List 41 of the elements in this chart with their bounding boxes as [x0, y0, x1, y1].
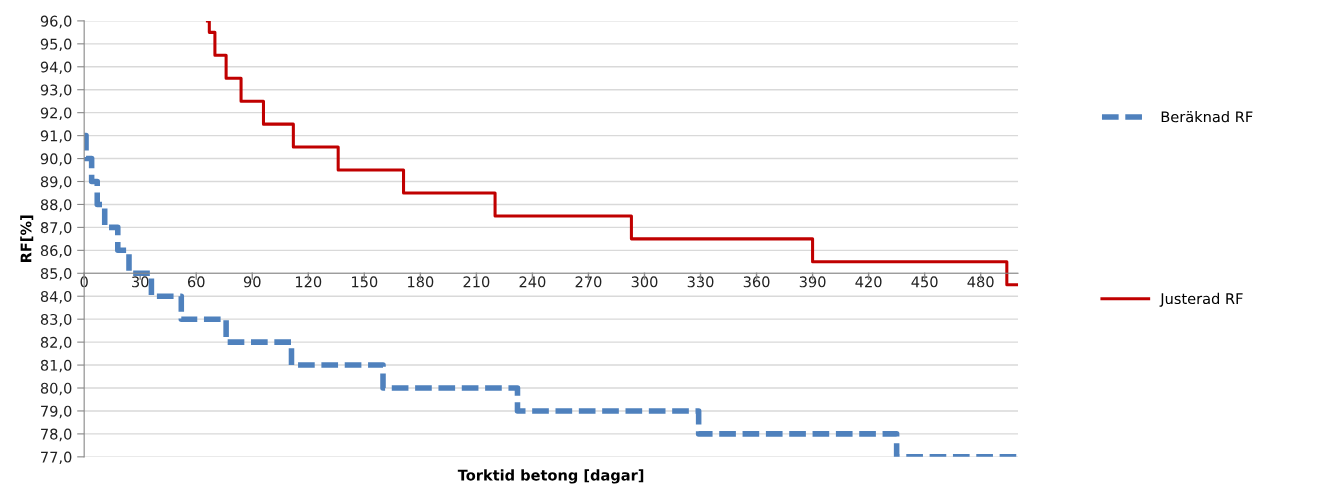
y-tick-label: 78,0: [41, 428, 72, 442]
y-tick-label: 79,0: [41, 405, 72, 419]
x-tick-label: 150: [352, 276, 378, 288]
x-tick-label: 90: [243, 276, 261, 288]
x-tick-label: 180: [408, 276, 434, 288]
y-tick-label: 89,0: [40, 176, 72, 189]
y-axis-title: RF[%]: [20, 215, 34, 263]
y-tick-label: 81,0: [40, 359, 72, 373]
x-tick-label: 120: [295, 276, 322, 288]
x-tick-label: 330: [687, 276, 714, 288]
y-tick-label: 87,0: [40, 222, 72, 235]
x-axis-title: Torktid betong [dagar]: [457, 469, 644, 484]
y-tick-label: 92,0: [40, 107, 72, 120]
x-tick-label: 480: [967, 276, 994, 288]
x-tick-label: 300: [631, 276, 658, 288]
y-tick-label: 83,0: [40, 313, 72, 327]
y-tick-label: 77,0: [41, 451, 72, 465]
y-tick-label: 90,0: [40, 153, 72, 166]
y-tick-label: 84,0: [40, 290, 72, 304]
x-tick-label: 270: [575, 276, 602, 288]
y-tick-label: 93,0: [40, 84, 72, 97]
x-tick-label: 420: [855, 276, 882, 288]
x-tick-label: 210: [463, 276, 490, 288]
x-tick-label: 390: [799, 276, 826, 288]
y-tick-label: 94,0: [40, 61, 72, 75]
x-tick-label: 360: [743, 276, 770, 288]
y-tick-label: 85,0: [40, 268, 72, 281]
x-tick-label: 30: [132, 276, 149, 288]
y-tick-label: 88,0: [40, 199, 72, 212]
x-tick-label: 60: [187, 276, 205, 288]
y-tick-label: 80,0: [40, 382, 72, 396]
y-tick-label: 96,0: [40, 15, 72, 29]
x-tick-label: 240: [519, 276, 546, 288]
x-tick-label: 450: [911, 276, 938, 288]
y-tick-label: 91,0: [40, 130, 72, 143]
y-tick-label: 86,0: [40, 245, 72, 258]
legend-label: Justerad RF: [1159, 292, 1243, 307]
x-tick-label: 0: [80, 276, 88, 288]
y-tick-label: 95,0: [40, 38, 72, 52]
y-tick-label: 82,0: [40, 336, 72, 350]
legend-label: Beräknad RF: [1161, 111, 1253, 123]
